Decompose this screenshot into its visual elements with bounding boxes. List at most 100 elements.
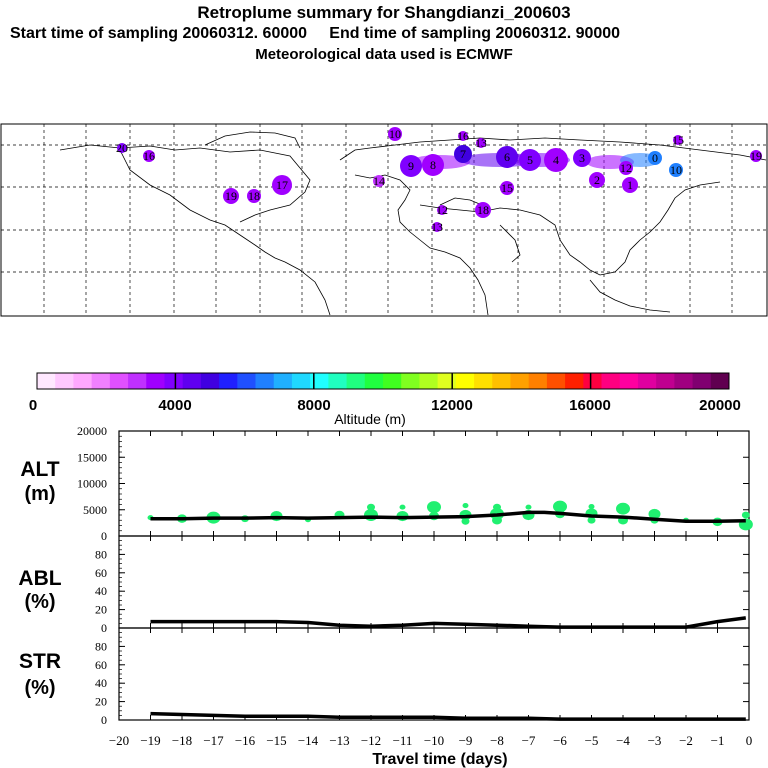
marker-circle [622,177,638,193]
colorbar-swatch [710,373,730,389]
panel-frame [118,535,750,629]
x-tick-label: −6 [553,733,567,748]
panel-ylabel: STR [19,650,61,673]
trajectory-marker: 9 [400,155,422,177]
trajectory-marker: 18 [475,202,491,218]
colorbar-frame [36,372,730,390]
altitude-point [367,503,375,511]
series-line [150,711,746,721]
altitude-point [493,503,501,511]
marker-circle [750,150,762,162]
time-series-panels: ALT(m)20000150001000050000ABL(%)80604020… [18,424,753,768]
trajectory-marker: 0 [648,151,662,165]
x-tick-label: −11 [393,733,413,748]
y-tick-label: 20000 [77,424,107,438]
colorbar-swatch [37,373,56,389]
colorbar-swatch [565,373,584,389]
colorbar-swatch [255,373,275,389]
x-tick-label: −20 [109,733,129,748]
colorbar-swatch [273,373,293,389]
trajectory-marker: 19 [223,188,239,204]
panel-ylabel: ABL [18,567,61,590]
colorbar-tick-label: 16000 [569,397,611,414]
marker-label: 2 [594,173,600,187]
trajectory-marker: 6 [496,146,518,168]
marker-label: 13 [475,136,487,150]
colorbar-tick-label: 0 [29,397,37,414]
marker-circle [454,145,472,163]
chart-title: Retroplume summary for Shangdianzi_20060… [197,3,571,22]
marker-label: 10 [389,127,401,141]
marker-circle [388,127,402,141]
marker-label: 18 [477,203,489,217]
marker-circle [458,131,468,141]
trajectory-marker: 12 [436,203,448,217]
panel-ylabel-unit: (%) [24,677,55,699]
marker-label: 19 [225,189,237,203]
altitude-point [525,504,532,510]
y-tick-label: 80 [95,639,107,653]
x-tick-label: −2 [679,733,693,748]
marker-circle [500,181,514,195]
marker-label: 19 [750,149,762,163]
x-tick-label: −14 [298,733,319,748]
trajectory-marker: 19 [750,149,762,163]
trajectory-marker: 13 [475,136,487,150]
colorbar-tick-label: 12000 [431,397,473,414]
map-border [0,123,768,317]
x-tick-label: −4 [616,733,630,748]
trajectory-marker: 17 [272,175,292,195]
trajectory-marker: 8 [422,154,444,176]
x-tick-label: −16 [235,733,256,748]
marker-circle [247,189,261,203]
marker-label: 18 [248,189,260,203]
colorbar-swatch [164,373,184,389]
marker-circle [432,222,442,232]
trajectory-marker: 7 [454,145,472,163]
marker-circle [573,149,591,167]
marker-label: 12 [620,161,632,175]
trajectory-marker: 4 [544,148,568,172]
panel-ylabel-unit: (m) [24,483,55,505]
y-tick-label: 20 [95,603,107,617]
marker-label: 4 [553,153,559,167]
marker-circle [475,202,491,218]
marker-label: 6 [504,150,510,164]
marker-label: 9 [408,159,414,173]
y-tick-label: 40 [95,676,107,690]
panel-ylabel-unit: (%) [24,591,55,613]
colorbar-swatch [182,373,202,389]
colorbar-swatch [128,373,147,389]
trajectory-marker: 2 [589,172,605,188]
altitude-point [553,500,567,513]
marker-circle [544,148,568,172]
marker-circle [589,172,605,188]
marker-circle [437,205,447,215]
altitude-point [741,511,750,519]
trajectory-marker: 1 [622,177,638,193]
marker-circle [669,163,683,177]
marker-label: 14 [373,174,385,188]
panel-alt: ALT(m) 20000 15000 10000 5000 0 [20,424,753,543]
x-tick-label: 0 [746,733,753,748]
colorbar-swatch [583,373,602,389]
marker-label: 13 [431,220,443,234]
trajectory-marker: 14 [373,174,385,188]
marker-label: 20 [116,141,128,155]
marker-circle [272,175,292,195]
colorbar-swatch [328,373,347,389]
altitude-colorbar: 0 4000 8000 12000 16000 20000 [29,372,741,414]
colorbar-swatch [237,373,256,389]
y-tick-label: 20 [95,695,107,709]
colorbar-tick-label: 8000 [297,397,330,414]
trajectory-marker: 15 [500,181,514,195]
panel-ylabel: ALT [20,458,59,481]
x-tick-label: −5 [585,733,599,748]
colorbar-tick-label: 4000 [158,397,191,414]
marker-circle [496,146,518,168]
trajectory-marker: 18 [247,189,261,203]
trajectory-marker: 16 [457,129,469,143]
altitude-point [462,503,469,509]
